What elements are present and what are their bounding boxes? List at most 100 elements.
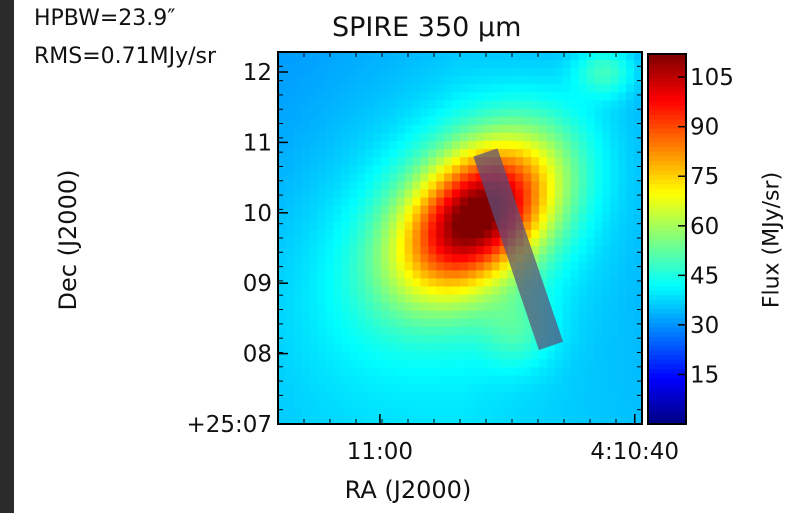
heatmap-cell [285, 375, 295, 385]
heatmap-cell [420, 383, 429, 393]
heatmap-cell [309, 254, 319, 263]
heatmap-cell [325, 270, 334, 280]
heatmap-cell [365, 76, 374, 85]
heatmap-cell [278, 351, 287, 360]
heatmap-cell [539, 229, 548, 239]
heatmap-cell [341, 407, 350, 417]
heatmap-cell [618, 318, 627, 328]
heatmap-cell [491, 399, 501, 409]
heatmap-cell [507, 149, 516, 158]
heatmap-cell [578, 391, 588, 401]
heatmap-cell [499, 140, 509, 150]
heatmap-cell [309, 318, 319, 328]
heatmap-cell [285, 229, 295, 239]
heatmap-cell [491, 116, 501, 126]
heatmap-cell [602, 213, 611, 223]
heatmap-cell [444, 100, 453, 110]
heatmap-cell [539, 351, 548, 360]
heatmap-cell [380, 132, 390, 142]
heatmap-cell [618, 116, 627, 126]
heatmap-cell [483, 132, 493, 142]
heatmap-cell [562, 367, 572, 377]
heatmap-cell [341, 270, 350, 280]
heatmap-cell [531, 116, 540, 126]
heatmap-cell [444, 149, 453, 158]
heatmap-cell [452, 108, 461, 118]
heatmap-cell [515, 173, 524, 182]
heatmap-cell [452, 415, 461, 425]
heatmap-cell [562, 165, 572, 174]
heatmap-cell [396, 60, 406, 69]
heatmap-cell [610, 326, 619, 336]
heatmap-cell [333, 100, 342, 110]
heatmap-cell [436, 140, 445, 150]
colorbar-segment [648, 81, 686, 87]
heatmap-cell [444, 221, 453, 231]
heatmap-cell [428, 302, 437, 312]
heatmap-cell [618, 213, 627, 223]
heatmap-cell [293, 100, 303, 110]
heatmap-cell [420, 407, 429, 417]
heatmap-cell [610, 213, 619, 223]
heatmap-cell [618, 140, 627, 150]
heatmap-cell [570, 84, 580, 94]
heatmap-cell [602, 415, 611, 425]
heatmap-cell [460, 140, 469, 150]
heatmap-cell [412, 92, 422, 102]
heatmap-cell [570, 391, 580, 401]
heatmap-cell [372, 254, 382, 263]
heatmap-cell [444, 335, 453, 344]
y-tick-label: 12 [243, 60, 272, 86]
heatmap-cell [499, 359, 509, 368]
heatmap-cell [507, 375, 516, 385]
heatmap-cell [412, 294, 422, 304]
heatmap-cell [317, 310, 327, 320]
colorbar-tick-label: 45 [690, 263, 719, 289]
heatmap-cell [357, 278, 366, 288]
heatmap-cell [412, 326, 422, 336]
heatmap-cell [404, 326, 414, 336]
heatmap-cell [618, 157, 627, 166]
heatmap-cell [452, 197, 461, 207]
colorbar-segment [648, 243, 686, 249]
heatmap-cell [626, 391, 635, 401]
colorbar-segment [648, 391, 686, 397]
heatmap-cell [507, 310, 516, 320]
heatmap-cell [285, 189, 295, 199]
heatmap-cell [396, 415, 406, 425]
heatmap-cell [388, 229, 398, 239]
heatmap-cell [483, 108, 493, 118]
heatmap-cell [531, 52, 540, 61]
heatmap-cell [562, 335, 572, 344]
heatmap-cell [460, 254, 469, 263]
heatmap-cell [396, 238, 406, 247]
colorbar-segment [648, 326, 686, 333]
heatmap-cell [499, 294, 509, 304]
heatmap-cell [562, 415, 572, 425]
heatmap-cell [388, 246, 398, 255]
heatmap-cell [428, 181, 437, 191]
heatmap-cell [388, 181, 398, 191]
heatmap-cell [301, 383, 311, 393]
heatmap-cell [293, 76, 303, 85]
heatmap-cell [428, 375, 437, 385]
colorbar-segment [648, 192, 686, 198]
heatmap-cell [285, 238, 295, 247]
heatmap-cell [372, 318, 382, 328]
heatmap-cell [428, 310, 437, 320]
heatmap-cell [491, 238, 501, 247]
heatmap-cell [547, 140, 556, 150]
heatmap-cell [293, 246, 303, 255]
heatmap-cell [372, 399, 382, 409]
heatmap-cell [586, 84, 596, 94]
heatmap-cell [460, 238, 469, 247]
heatmap-cell [634, 343, 643, 352]
heatmap-cell [610, 254, 619, 263]
colorbar-segment [648, 313, 686, 319]
heatmap-cell [499, 310, 509, 320]
heatmap-cell [420, 310, 429, 320]
heatmap-cell [357, 181, 366, 191]
heatmap-cell [602, 60, 611, 69]
heatmap-cell [278, 173, 287, 182]
heatmap-cell [570, 157, 580, 166]
